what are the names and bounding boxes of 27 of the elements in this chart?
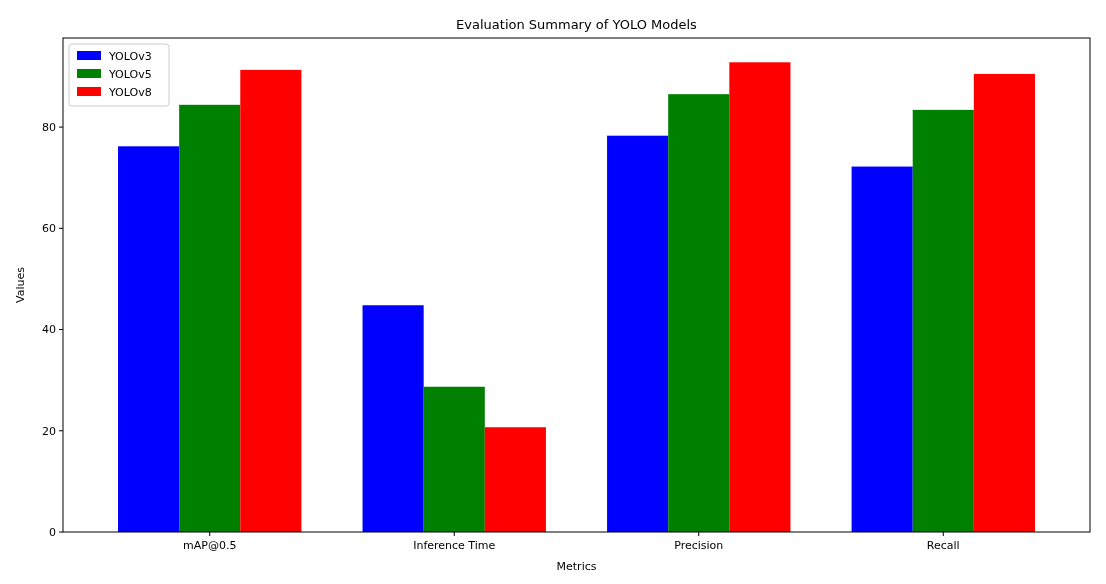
bar [118,146,180,532]
bar [179,104,241,532]
bar [423,386,485,532]
bar [607,135,669,532]
x-tick-label: mAP@0.5 [183,539,237,552]
y-axis-title: Values [14,266,27,303]
y-tick-label: 60 [42,222,56,236]
bar [729,62,791,532]
y-tick-label: 0 [49,525,56,539]
legend-label: YOLOv3 [108,49,152,63]
legend-label: YOLOv5 [108,67,152,81]
bar [484,427,546,532]
y-tick-label: 40 [42,323,56,337]
chart-title: Evaluation Summary of YOLO Models [456,17,698,32]
bar [851,166,913,532]
bar [240,69,302,532]
bar [912,109,974,532]
x-axis-title: Metrics [556,560,597,573]
bar [668,94,730,532]
bar [973,73,1035,532]
x-tick-label: Recall [926,539,960,552]
y-tick-label: 20 [42,424,56,438]
x-tick-label: Precision [674,539,724,552]
legend-label: YOLOv8 [108,85,152,99]
x-tick-label: Inference Time [413,539,496,552]
y-tick-label: 80 [42,120,56,134]
bar [362,305,424,532]
